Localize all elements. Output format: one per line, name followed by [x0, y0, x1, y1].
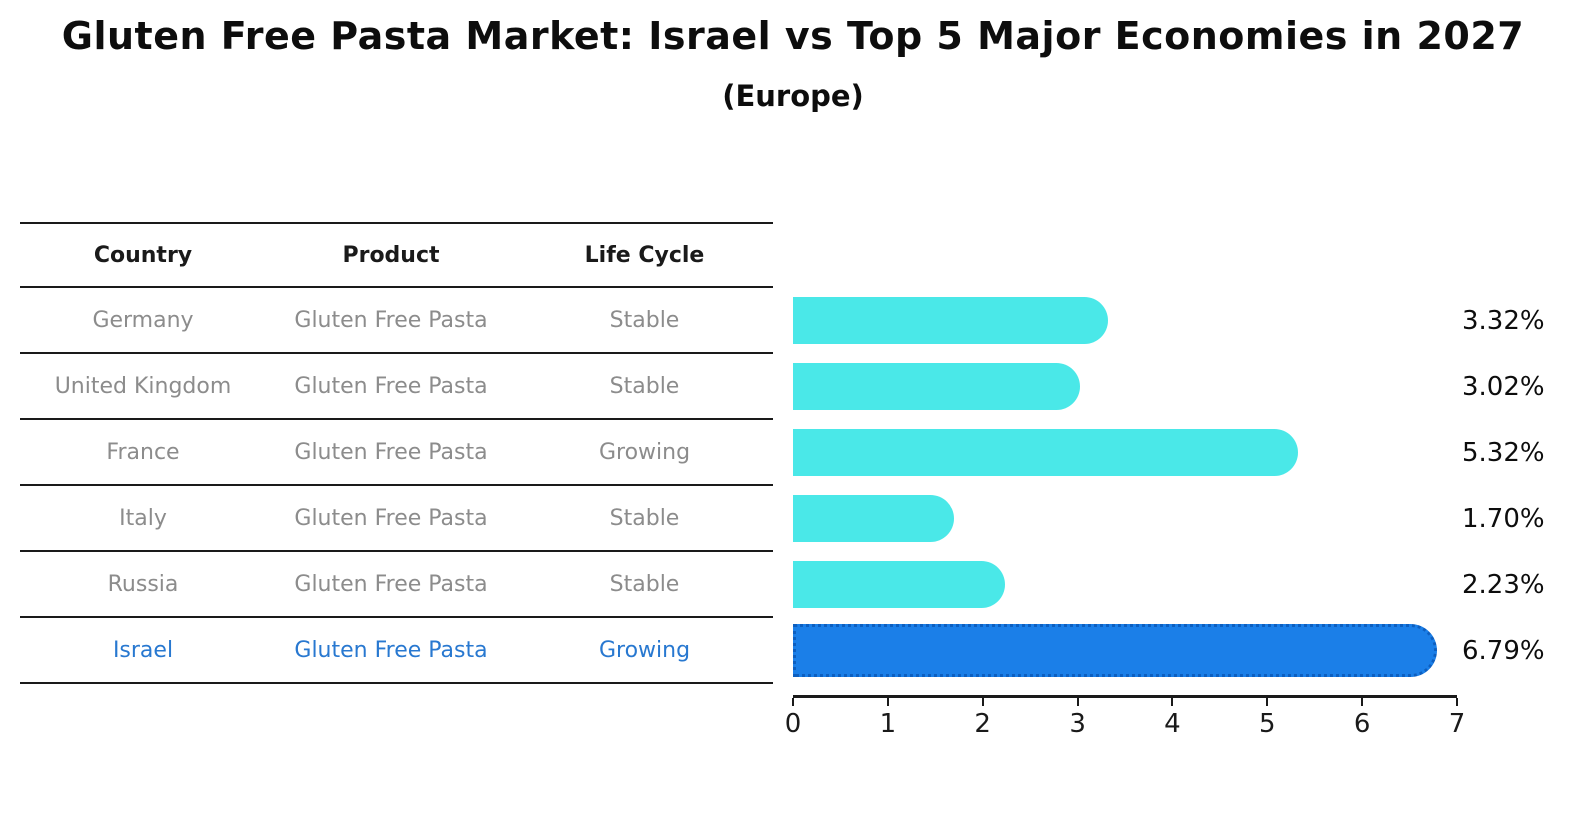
- bar-row-united-kingdom: [793, 354, 1457, 420]
- value-label-united-kingdom: 3.02%: [1462, 372, 1545, 402]
- table-row-russia: Russia Gluten Free Pasta Stable: [20, 552, 773, 618]
- cell-country: Russia: [107, 571, 179, 597]
- x-tick-label-1: 1: [879, 709, 897, 739]
- column-header-country: Country: [93, 242, 193, 268]
- value-label-italy: 1.70%: [1462, 504, 1545, 534]
- value-label-germany: 3.32%: [1462, 306, 1545, 336]
- bar-row-germany: [793, 288, 1457, 354]
- bar-france: [793, 429, 1298, 476]
- bar-row-israel: [793, 618, 1457, 684]
- cell-life-cycle: Growing: [598, 439, 691, 465]
- x-tick-4: [1171, 698, 1174, 706]
- table-header-row: Country Product Life Cycle: [20, 222, 773, 288]
- table-row-italy: Italy Gluten Free Pasta Stable: [20, 486, 773, 552]
- bar-united-kingdom: [793, 363, 1080, 410]
- table-row-germany: Germany Gluten Free Pasta Stable: [20, 288, 773, 354]
- cell-product: Gluten Free Pasta: [294, 439, 488, 465]
- bar-row-france: [793, 420, 1457, 486]
- chart-title: Gluten Free Pasta Market: Israel vs Top …: [61, 14, 1525, 58]
- x-tick-1: [886, 698, 889, 706]
- x-tick-label-5: 5: [1259, 709, 1276, 739]
- cell-country: Germany: [92, 307, 194, 333]
- cell-country: Israel: [112, 637, 174, 663]
- x-tick-6: [1361, 698, 1364, 706]
- cell-product: Gluten Free Pasta: [294, 307, 488, 333]
- bar-israel: [793, 624, 1438, 677]
- bar-germany: [793, 297, 1108, 344]
- cell-life-cycle: Growing: [598, 637, 691, 663]
- table-row-israel: Israel Gluten Free Pasta Growing: [20, 618, 773, 684]
- x-tick-7: [1456, 698, 1458, 706]
- value-label-israel: 6.79%: [1462, 636, 1545, 666]
- x-tick-label-3: 3: [1069, 709, 1086, 739]
- bar-chart-plot: 0 1 2 3 4 5 6 7: [785, 222, 1465, 739]
- x-tick-label-4: 4: [1164, 709, 1181, 739]
- x-tick-label-2: 2: [974, 709, 991, 739]
- bar-russia: [793, 561, 1005, 608]
- x-tick-0: [792, 698, 794, 706]
- country-table: Country Product Life Cycle Germany Gluten…: [20, 222, 773, 684]
- bar-row-italy: [793, 486, 1457, 552]
- x-tick-label-7: 7: [1448, 709, 1466, 739]
- chart-subtitle: (Europe): [722, 79, 864, 113]
- bar-italy: [793, 495, 955, 542]
- cell-country: France: [106, 439, 180, 465]
- value-label-russia: 2.23%: [1462, 570, 1545, 600]
- column-header-product: Product: [342, 242, 440, 268]
- table-row-france: France Gluten Free Pasta Growing: [20, 420, 773, 486]
- cell-life-cycle: Stable: [609, 571, 680, 597]
- cell-product: Gluten Free Pasta: [294, 571, 488, 597]
- cell-life-cycle: Stable: [609, 505, 680, 531]
- cell-product: Gluten Free Pasta: [294, 505, 488, 531]
- x-tick-5: [1266, 698, 1269, 706]
- cell-country: Italy: [119, 505, 167, 531]
- table-row-united-kingdom: United Kingdom Gluten Free Pasta Stable: [20, 354, 773, 420]
- x-tick-label-0: 0: [784, 709, 802, 739]
- cell-product: Gluten Free Pasta: [294, 637, 488, 663]
- table-body: Germany Gluten Free Pasta Stable United Kin…: [20, 288, 773, 684]
- x-tick-3: [1076, 698, 1079, 706]
- bar-row-russia: [793, 552, 1457, 618]
- cell-product: Gluten Free Pasta: [294, 373, 488, 399]
- column-header-life-cycle: Life Cycle: [584, 242, 705, 268]
- x-axis-line: [793, 695, 1457, 698]
- cell-country: United Kingdom: [54, 373, 232, 399]
- value-label-france: 5.32%: [1462, 438, 1545, 468]
- x-tick-label-6: 6: [1353, 709, 1371, 739]
- x-tick-2: [981, 698, 984, 706]
- cell-life-cycle: Stable: [609, 307, 680, 333]
- cell-life-cycle: Stable: [609, 373, 680, 399]
